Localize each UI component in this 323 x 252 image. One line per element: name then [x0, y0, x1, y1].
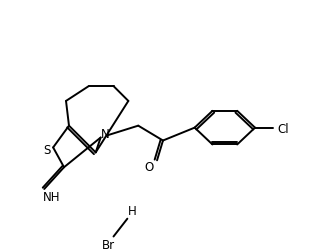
- Text: H: H: [128, 204, 137, 217]
- Text: Cl: Cl: [277, 123, 288, 136]
- Text: Br: Br: [102, 238, 115, 251]
- Text: S: S: [44, 143, 51, 156]
- Text: N: N: [101, 128, 110, 141]
- Text: NH: NH: [42, 191, 60, 204]
- Text: O: O: [144, 160, 154, 173]
